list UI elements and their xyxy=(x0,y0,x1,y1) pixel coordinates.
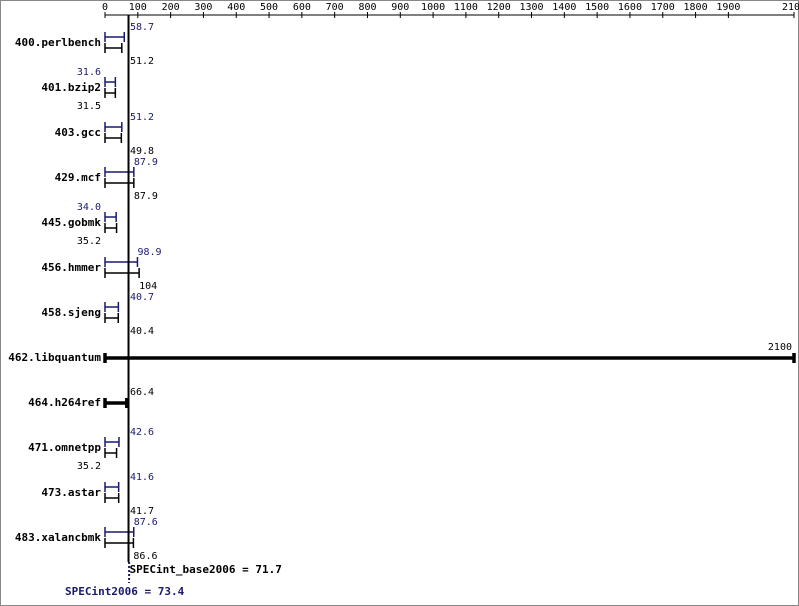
bar xyxy=(104,302,120,312)
bar xyxy=(104,257,139,267)
bar xyxy=(104,88,117,98)
x-tick-label: 400 xyxy=(227,2,245,13)
value-label: 35.2 xyxy=(77,236,101,247)
category-label: 471.omnetpp xyxy=(28,441,101,454)
bar xyxy=(104,223,118,233)
bar xyxy=(104,77,117,87)
bar xyxy=(103,353,796,363)
value-label: 31.6 xyxy=(77,67,101,78)
x-tick-label: 1100 xyxy=(454,2,478,13)
category-label: 403.gcc xyxy=(55,126,101,139)
value-label: 51.2 xyxy=(130,56,154,67)
value-label: 66.4 xyxy=(130,387,154,398)
x-tick-label: 1200 xyxy=(487,2,511,13)
category-label: 483.xalancbmk xyxy=(15,531,101,544)
x-tick-label: 200 xyxy=(162,2,180,13)
value-label: 87.6 xyxy=(134,517,158,528)
value-label: 31.5 xyxy=(77,101,101,112)
category-label: 473.astar xyxy=(41,486,101,499)
category-label: 401.bzip2 xyxy=(41,81,101,94)
category-label: 456.hmmer xyxy=(41,261,101,274)
category-label: 445.gobmk xyxy=(41,216,101,229)
value-label: 86.6 xyxy=(133,551,157,562)
value-label: 49.8 xyxy=(130,146,154,157)
value-label: 34.0 xyxy=(77,202,101,213)
x-tick-label: 1700 xyxy=(651,2,675,13)
x-tick-label: 1000 xyxy=(421,2,445,13)
category-label: 458.sjeng xyxy=(41,306,101,319)
x-tick-label: 600 xyxy=(293,2,311,13)
value-label: 40.4 xyxy=(130,326,154,337)
bar xyxy=(104,437,120,447)
bar xyxy=(104,482,120,492)
x-tick-label: 1600 xyxy=(618,2,642,13)
bar xyxy=(104,493,120,503)
x-tick-label: 1500 xyxy=(585,2,609,13)
value-label: 51.2 xyxy=(130,112,154,123)
bar xyxy=(104,313,120,323)
category-label: 464.h264ref xyxy=(28,396,101,409)
x-tick-label: 1300 xyxy=(519,2,543,13)
category-label: 400.perlbench xyxy=(15,36,101,49)
bar xyxy=(104,122,123,132)
value-label: 35.2 xyxy=(77,461,101,472)
category-label: 429.mcf xyxy=(55,171,101,184)
bar xyxy=(104,212,117,222)
bar xyxy=(104,43,123,53)
value-label: 58.7 xyxy=(130,22,154,33)
x-tick-label: 1800 xyxy=(684,2,708,13)
value-label: 98.9 xyxy=(137,247,161,258)
x-tick-label: 2100 xyxy=(782,2,799,13)
reference-label: SPECint2006 = 73.4 xyxy=(65,585,185,598)
x-tick-label: 1900 xyxy=(716,2,740,13)
value-label: 42.6 xyxy=(130,427,154,438)
x-tick-label: 1400 xyxy=(552,2,576,13)
bar xyxy=(104,448,118,458)
bar xyxy=(104,268,140,278)
value-label: 87.9 xyxy=(134,157,158,168)
value-label: 41.7 xyxy=(130,506,154,517)
x-tick-label: 900 xyxy=(391,2,409,13)
value-label: 40.7 xyxy=(130,292,154,303)
x-tick-label: 300 xyxy=(194,2,212,13)
bar xyxy=(104,32,126,42)
x-tick-label: 500 xyxy=(260,2,278,13)
x-tick-label: 0 xyxy=(102,2,108,13)
bar xyxy=(104,133,123,143)
reference-label: SPECint_base2006 = 71.7 xyxy=(130,563,282,576)
value-label: 87.9 xyxy=(134,191,158,202)
category-label: 462.libquantum xyxy=(8,351,101,364)
value-label: 2100 xyxy=(768,342,792,353)
x-tick-label: 700 xyxy=(326,2,344,13)
x-tick-label: 100 xyxy=(129,2,147,13)
x-tick-label: 800 xyxy=(358,2,376,13)
value-label: 104 xyxy=(139,281,157,292)
bar xyxy=(103,398,129,408)
value-label: 41.6 xyxy=(130,472,154,483)
